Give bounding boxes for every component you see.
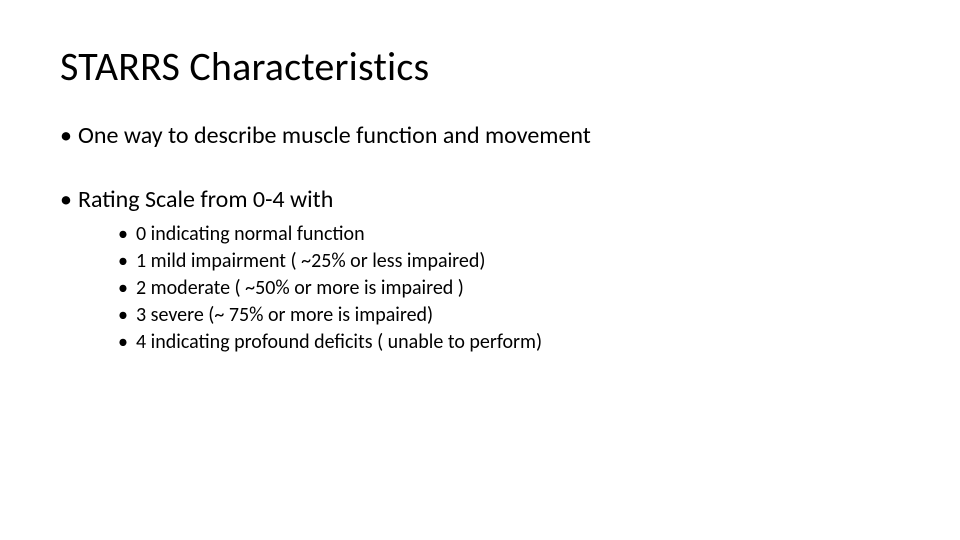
list-item-text: 1 mild impairment ( ~25% or less impaire… bbox=[136, 249, 485, 273]
list-item-text: 2 moderate ( ~50% or more is impaired ) bbox=[136, 276, 464, 300]
list-item: 2 moderate ( ~50% or more is impaired ) bbox=[118, 275, 900, 302]
list-item: 4 indicating profound deficits ( unable … bbox=[118, 329, 900, 356]
list-item: Rating Scale from 0-4 with 0 indicating … bbox=[60, 185, 900, 356]
bullet-list: One way to describe muscle function and … bbox=[60, 121, 900, 356]
list-item: 1 mild impairment ( ~25% or less impaire… bbox=[118, 248, 900, 275]
list-item-text: 4 indicating profound deficits ( unable … bbox=[136, 330, 542, 354]
list-item: 0 indicating normal function bbox=[118, 221, 900, 248]
list-item-text: One way to describe muscle function and … bbox=[78, 121, 591, 150]
list-item: 3 severe (~ 75% or more is impaired) bbox=[118, 302, 900, 329]
page-title: STARRS Characteristics bbox=[60, 42, 900, 91]
list-item-text: 3 severe (~ 75% or more is impaired) bbox=[136, 303, 433, 327]
list-item-text: Rating Scale from 0-4 with bbox=[78, 185, 333, 214]
list-item: One way to describe muscle function and … bbox=[60, 121, 900, 151]
list-item-text: 0 indicating normal function bbox=[136, 222, 365, 246]
slide: STARRS Characteristics One way to descri… bbox=[0, 0, 960, 540]
sub-bullet-list: 0 indicating normal function 1 mild impa… bbox=[118, 221, 900, 356]
